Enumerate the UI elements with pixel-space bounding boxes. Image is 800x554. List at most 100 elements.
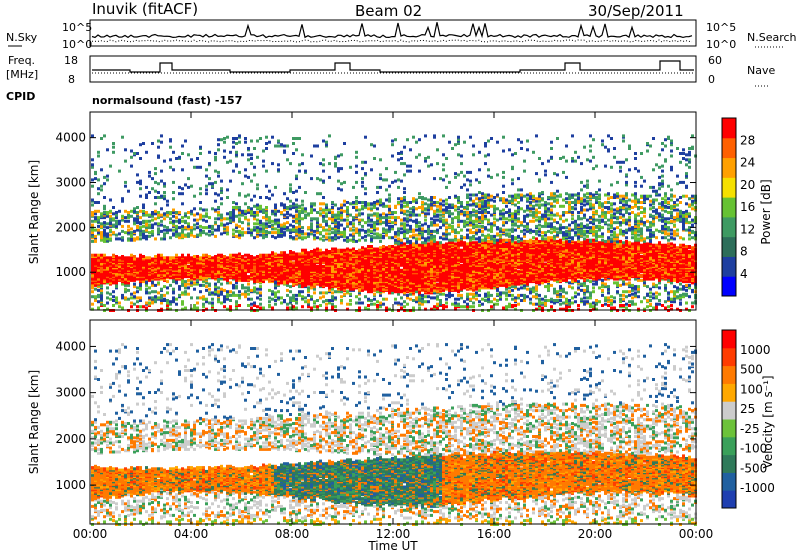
heatmap-cell — [289, 257, 292, 261]
heatmap-cell — [334, 155, 337, 159]
heatmap-cell — [235, 300, 238, 304]
heatmap-cell — [274, 218, 277, 222]
heatmap-cell — [250, 157, 253, 160]
heatmap-cell — [268, 296, 271, 300]
heatmap-cell — [265, 270, 268, 274]
heatmap-cell — [286, 228, 289, 232]
heatmap-cell — [97, 150, 100, 154]
heatmap-cell — [106, 296, 109, 300]
heatmap-cell — [139, 305, 142, 309]
heatmap-cell — [211, 256, 214, 260]
heatmap-cell — [247, 158, 250, 162]
heatmap-cell — [220, 290, 223, 294]
heatmap-cell — [106, 301, 109, 305]
heatmap-cell — [220, 282, 223, 286]
heatmap-cell — [427, 238, 430, 242]
heatmap-cell — [235, 206, 238, 209]
heatmap-cell — [394, 301, 397, 305]
heatmap-cell — [175, 216, 178, 220]
heatmap-cell — [145, 219, 148, 223]
heatmap-cell — [145, 270, 148, 274]
heatmap-cell — [139, 221, 142, 225]
heatmap-cell — [379, 158, 382, 162]
nsearch-label: N.Search — [747, 31, 797, 44]
heatmap-cell — [385, 198, 388, 202]
heatmap-cell — [337, 221, 340, 225]
freq-frame — [89, 55, 697, 83]
heatmap-cell — [328, 217, 331, 221]
heatmap-cell — [325, 302, 328, 306]
heatmap-cell — [148, 301, 151, 305]
nsky-tick-low: 10^0 — [62, 38, 92, 51]
heatmap-cell — [385, 223, 388, 227]
heatmap-cell — [430, 221, 433, 225]
heatmap-cell — [175, 157, 178, 160]
heatmap-cell — [298, 229, 301, 233]
heatmap-cell — [151, 257, 154, 261]
heatmap-cell — [160, 169, 163, 173]
heatmap-cell — [118, 305, 121, 309]
heatmap-cell — [316, 224, 319, 228]
heatmap-cell — [328, 232, 331, 236]
heatmap-cell — [97, 224, 100, 228]
heatmap-cell — [148, 170, 151, 174]
heatmap-cell — [325, 206, 328, 209]
heatmap-cell — [322, 238, 325, 242]
heatmap-cell — [259, 293, 262, 297]
heatmap-cell — [145, 196, 148, 199]
heatmap-cell — [148, 296, 151, 300]
heatmap-cell — [367, 216, 370, 220]
heatmap-cell — [373, 297, 376, 301]
heatmap-cell — [328, 288, 331, 292]
heatmap-cell — [190, 296, 193, 300]
heatmap-cell — [226, 281, 229, 285]
heatmap-cell — [103, 221, 106, 225]
heatmap-cell — [148, 226, 151, 230]
heatmap-cell — [295, 177, 298, 181]
heatmap-cell — [220, 213, 223, 217]
heatmap-cell — [370, 202, 373, 206]
heatmap-cell — [163, 234, 166, 238]
heatmap-cell — [355, 227, 358, 231]
heatmap-cell — [196, 233, 199, 237]
heatmap-cell — [400, 211, 403, 214]
heatmap-cell — [193, 307, 196, 311]
heatmap-cell — [97, 293, 100, 297]
heatmap-cell — [220, 187, 223, 191]
heatmap-cell — [430, 217, 433, 221]
heatmap-cell — [247, 193, 250, 197]
heatmap-cell — [418, 252, 421, 256]
heatmap-cell — [103, 253, 106, 257]
heatmap-cell — [100, 222, 103, 226]
heatmap-cell — [202, 226, 205, 230]
heatmap-cell — [424, 212, 427, 216]
heatmap-cell — [268, 231, 271, 235]
heatmap-cell — [244, 216, 247, 220]
heatmap-cell — [355, 180, 358, 184]
heatmap-cell — [97, 288, 100, 292]
heatmap-cell — [379, 198, 382, 202]
heatmap-cell — [232, 169, 235, 173]
heatmap-cell — [160, 256, 163, 260]
heatmap-cell — [370, 299, 373, 302]
heatmap-cell — [304, 296, 307, 300]
heatmap-cell — [409, 243, 412, 247]
heatmap-cell — [148, 213, 151, 217]
heatmap-cell — [187, 227, 190, 231]
heatmap-cell — [268, 140, 271, 144]
heatmap-cell — [295, 228, 298, 232]
heatmap-cell — [157, 296, 160, 300]
heatmap-cell — [310, 211, 313, 214]
heatmap-cell — [157, 257, 160, 261]
heatmap-cell — [430, 281, 433, 285]
heatmap-cell — [325, 214, 328, 218]
heatmap-cell — [322, 196, 325, 199]
heatmap-cell — [280, 233, 283, 237]
heatmap-cell — [226, 196, 229, 199]
heatmap-cell — [151, 187, 154, 191]
heatmap-cell — [238, 224, 241, 228]
heatmap-cell — [430, 252, 433, 256]
heatmap-cell — [298, 214, 301, 218]
heatmap-cell — [196, 306, 199, 310]
heatmap-cell — [160, 299, 163, 302]
